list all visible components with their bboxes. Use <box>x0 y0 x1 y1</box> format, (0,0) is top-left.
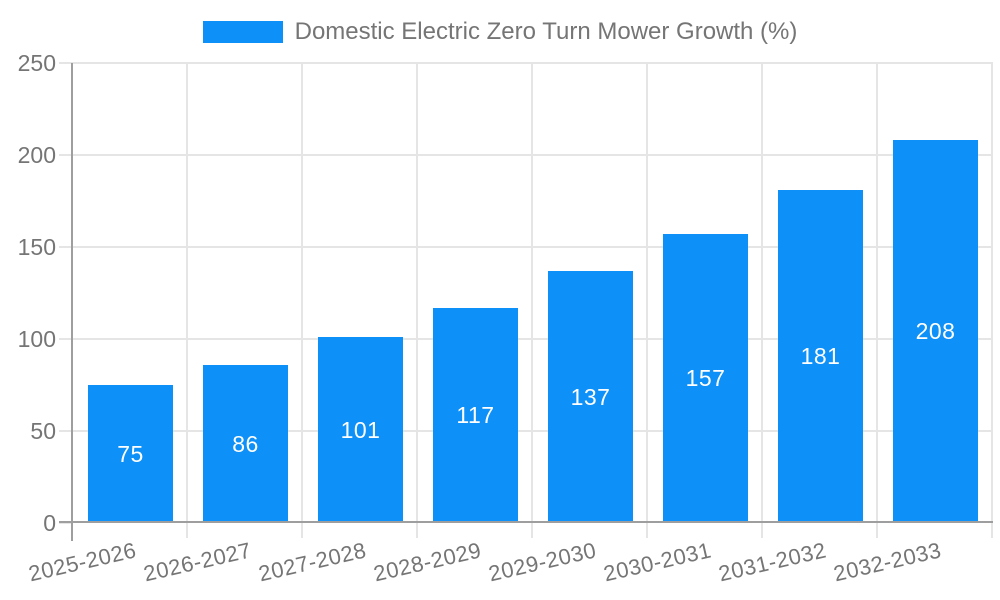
legend: Domestic Electric Zero Turn Mower Growth… <box>0 12 1000 52</box>
y-axis-tick <box>59 522 73 524</box>
x-axis-tick <box>186 523 188 538</box>
x-axis-tick <box>646 523 648 538</box>
y-axis-tick <box>59 154 73 156</box>
x-axis-line <box>59 521 993 523</box>
bar-value-label: 86 <box>232 430 259 457</box>
y-axis-line <box>71 63 73 541</box>
y-tick-label: 50 <box>30 418 56 444</box>
y-tick-label: 100 <box>17 326 56 352</box>
bar: 181 <box>778 190 863 523</box>
y-axis-tick <box>59 338 73 340</box>
y-tick-label: 200 <box>17 142 56 168</box>
x-axis-tick <box>761 523 763 538</box>
x-gridline <box>301 63 303 523</box>
bar: 101 <box>318 337 403 523</box>
bar: 117 <box>433 308 518 523</box>
x-gridline <box>646 63 648 523</box>
x-gridline <box>416 63 418 523</box>
y-tick-label: 150 <box>17 234 56 260</box>
plot-area: 0 50 100 150 200 250 75 86 101 117 137 157 181 208 202… <box>18 50 993 586</box>
bar-value-label: 137 <box>570 383 611 410</box>
y-axis-tick <box>59 246 73 248</box>
x-axis-tick <box>416 523 418 538</box>
y-axis-tick <box>59 62 73 64</box>
bar-value-label: 75 <box>117 440 144 467</box>
bar-value-label: 181 <box>800 343 841 369</box>
bar-value-label: 157 <box>685 365 726 391</box>
bar: 208 <box>893 140 978 523</box>
x-axis-tick <box>876 523 878 538</box>
x-axis-tick <box>991 523 993 538</box>
y-gridline <box>73 246 993 248</box>
x-gridline <box>876 63 878 523</box>
bar: 86 <box>203 365 288 523</box>
x-axis-tick <box>301 523 303 538</box>
legend-swatch <box>202 21 283 43</box>
y-tick-label: 0 <box>43 510 56 536</box>
bar: 137 <box>548 271 633 523</box>
bar: 75 <box>88 385 173 523</box>
x-gridline <box>531 63 533 523</box>
x-gridline <box>761 63 763 523</box>
y-axis-tick <box>59 430 73 432</box>
bar-value-label: 101 <box>340 416 381 443</box>
bar-value-label: 208 <box>915 318 956 344</box>
bar: 157 <box>663 234 748 523</box>
x-gridline <box>991 63 993 523</box>
y-gridline <box>73 154 993 156</box>
y-gridline <box>73 430 993 432</box>
x-gridline <box>186 63 188 523</box>
y-gridline <box>73 62 993 64</box>
legend-label: Domestic Electric Zero Turn Mower Growth… <box>294 18 798 45</box>
y-tick-label: 250 <box>17 50 56 76</box>
y-gridline <box>73 338 993 340</box>
bar-value-label: 117 <box>456 402 495 428</box>
x-axis-tick <box>531 523 533 538</box>
